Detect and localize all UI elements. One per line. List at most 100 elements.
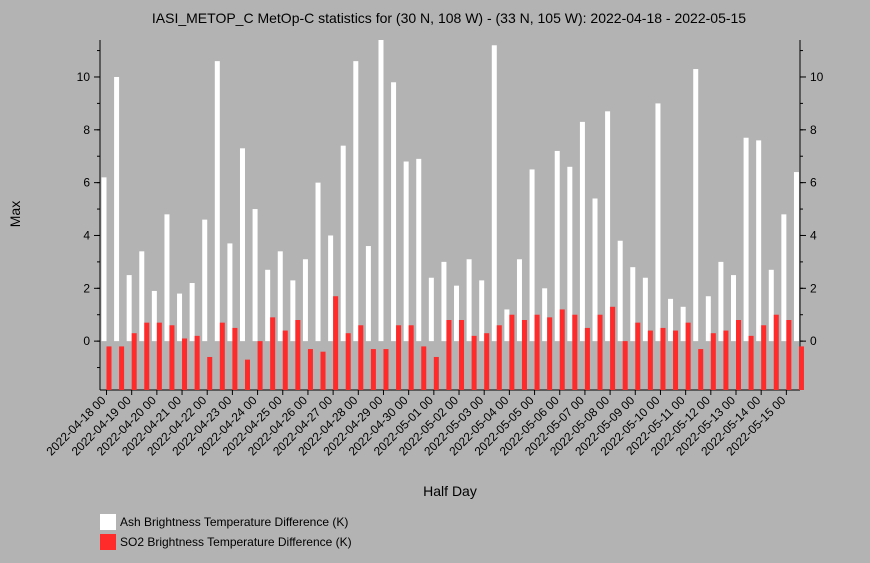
so2-bar [597,314,603,390]
chart-title: IASI_METOP_C MetOp-C statistics for (30 … [152,10,746,26]
so2-bar [131,333,137,390]
ash-bar [139,251,145,342]
ash-bar [315,182,321,342]
y-tick-label: 8 [83,123,90,137]
so2-bar [282,330,288,390]
ash-bar [378,40,384,342]
ash-bar [743,137,749,342]
ash-bar [353,61,359,342]
legend-label-ash: Ash Brightness Temperature Difference (K… [120,515,349,529]
so2-bar [773,314,779,390]
so2-bar [484,333,490,390]
y-axis-label: Max [7,201,23,227]
y-tick-label-right: 10 [810,70,824,84]
ash-bar [731,275,736,342]
so2-bar [194,335,200,390]
y-tick-label: 4 [83,228,90,242]
y-tick-label: 2 [83,281,90,295]
so2-bar [307,349,313,390]
so2-bar [736,320,741,390]
so2-bar [647,330,653,390]
y-tick-label-right: 2 [810,281,817,295]
x-axis-label: Half Day [423,483,477,499]
ash-bar [718,261,724,342]
ash-bar [416,158,422,342]
ash-bar [655,103,661,342]
so2-bar [635,322,641,390]
ash-bar [705,296,711,342]
so2-bar [559,309,565,390]
legend-item-so2: SO2 Brightness Temperature Difference (K… [100,532,352,552]
ash-bar [252,209,258,342]
ash-bar [504,309,510,342]
so2-bar [798,346,804,390]
bars [101,40,804,390]
ash-bar [617,240,623,342]
ash-bar [101,177,107,342]
legend-label-so2: SO2 Brightness Temperature Difference (K… [120,535,352,549]
ash-bar [441,261,447,342]
so2-bar [244,359,250,390]
ash-bar [189,283,195,342]
so2-bar [459,320,465,390]
ash-bar [756,140,762,342]
so2-bar [471,335,477,390]
ash-bar [126,275,132,342]
ash-bar [693,69,699,342]
so2-bar [333,296,339,390]
ash-bar [177,293,183,342]
ash-bar [428,277,434,342]
so2-bar [572,314,578,390]
ash-bar [642,277,648,342]
ash-bar [290,280,296,342]
so2-bar [396,325,402,390]
ash-bar [668,298,674,342]
so2-bar [207,356,213,390]
so2-bar [219,322,225,390]
ash-bar [454,285,460,342]
so2-bar [786,320,792,390]
so2-bar [496,325,502,390]
ash-bar [781,214,787,342]
so2-bar [521,320,527,390]
y-tick-label-right: 8 [810,123,817,137]
ash-bar [516,259,522,342]
ash-bar [328,235,334,342]
legend-swatch-ash [100,514,116,530]
so2-bar [685,322,691,390]
ash-bar [680,306,686,342]
ash-bar [542,288,548,342]
so2-bar [156,322,162,390]
ash-bar [239,148,245,342]
y-tick-label: 0 [83,334,90,348]
so2-bar [232,327,238,390]
ash-bar [365,246,371,342]
ash-bar [340,145,346,342]
so2-bar [169,325,175,390]
so2-bar [433,356,439,390]
so2-bar [257,341,263,390]
so2-bar [421,346,427,390]
so2-bar [584,327,590,390]
so2-bar [370,349,376,390]
ash-bar [391,82,397,342]
ash-bar [793,172,799,342]
ash-bar [554,150,560,342]
ash-bar [630,267,636,342]
so2-bar [761,325,767,390]
ash-bar [214,61,220,342]
ash-bar [265,269,271,342]
so2-bar [748,335,754,390]
ash-bar [114,76,120,342]
ash-bar [592,198,598,342]
ash-bar [202,219,208,342]
so2-bar [358,325,364,390]
so2-bar [106,346,112,390]
ash-bar [579,121,585,342]
ash-bar [227,243,233,342]
ash-bar [605,111,611,342]
ash-bar [466,259,472,342]
ash-bar [403,161,409,342]
